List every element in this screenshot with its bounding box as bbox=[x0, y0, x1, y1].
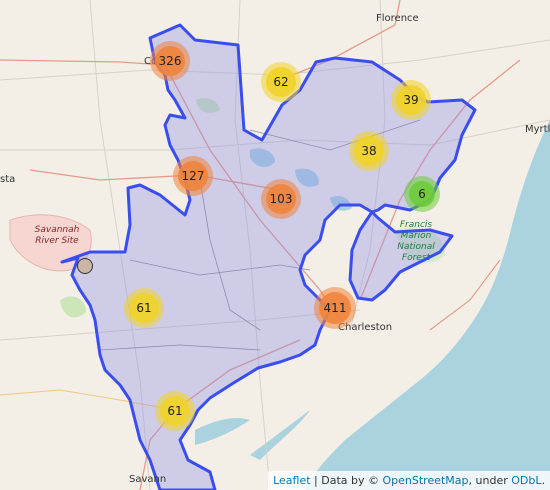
cluster-count: 38 bbox=[354, 136, 384, 166]
single-location-marker[interactable] bbox=[77, 258, 93, 274]
place-francis-marion-forest: Francis Marion National Forest bbox=[397, 220, 435, 263]
cluster-marker[interactable]: 61 bbox=[124, 288, 164, 328]
cluster-marker[interactable]: 6 bbox=[404, 176, 440, 212]
cluster-count: 61 bbox=[160, 396, 190, 426]
map-attribution: Leaflet | Data by © OpenStreetMap, under… bbox=[268, 471, 550, 490]
cluster-marker[interactable]: 103 bbox=[261, 179, 301, 219]
cluster-count: 127 bbox=[178, 161, 208, 191]
cluster-count: 411 bbox=[319, 292, 351, 324]
place-savannah-river-site: Savannah River Site bbox=[34, 225, 80, 246]
cluster-marker[interactable]: 326 bbox=[150, 41, 190, 81]
place-myrtle: Myrtl bbox=[525, 124, 550, 135]
attribution-separator: , under bbox=[468, 474, 512, 487]
cluster-marker[interactable]: 127 bbox=[173, 156, 213, 196]
openstreetmap-link[interactable]: OpenStreetMap bbox=[382, 474, 469, 487]
attribution-end: . bbox=[541, 474, 546, 487]
place-augusta: sta bbox=[0, 174, 16, 185]
leaflet-link[interactable]: Leaflet bbox=[273, 474, 311, 487]
attribution-separator: | Data by © bbox=[310, 474, 383, 487]
cluster-count: 39 bbox=[396, 85, 426, 115]
cluster-count: 326 bbox=[155, 46, 185, 76]
place-charleston: Charleston bbox=[338, 322, 393, 333]
cluster-marker[interactable]: 411 bbox=[314, 287, 356, 329]
cluster-count: 103 bbox=[266, 184, 296, 214]
cluster-marker[interactable]: 39 bbox=[391, 80, 431, 120]
cluster-marker[interactable]: 61 bbox=[155, 391, 195, 431]
region-polygon-east bbox=[348, 210, 454, 302]
odbl-link[interactable]: ODbL bbox=[511, 474, 542, 487]
cluster-count: 62 bbox=[266, 67, 296, 97]
place-florence: Florence bbox=[376, 13, 419, 24]
cluster-marker[interactable]: 62 bbox=[261, 62, 301, 102]
cluster-marker[interactable]: 38 bbox=[349, 131, 389, 171]
cluster-count: 6 bbox=[409, 181, 435, 207]
cluster-count: 61 bbox=[129, 293, 159, 323]
place-savannah: Savann bbox=[129, 474, 167, 485]
